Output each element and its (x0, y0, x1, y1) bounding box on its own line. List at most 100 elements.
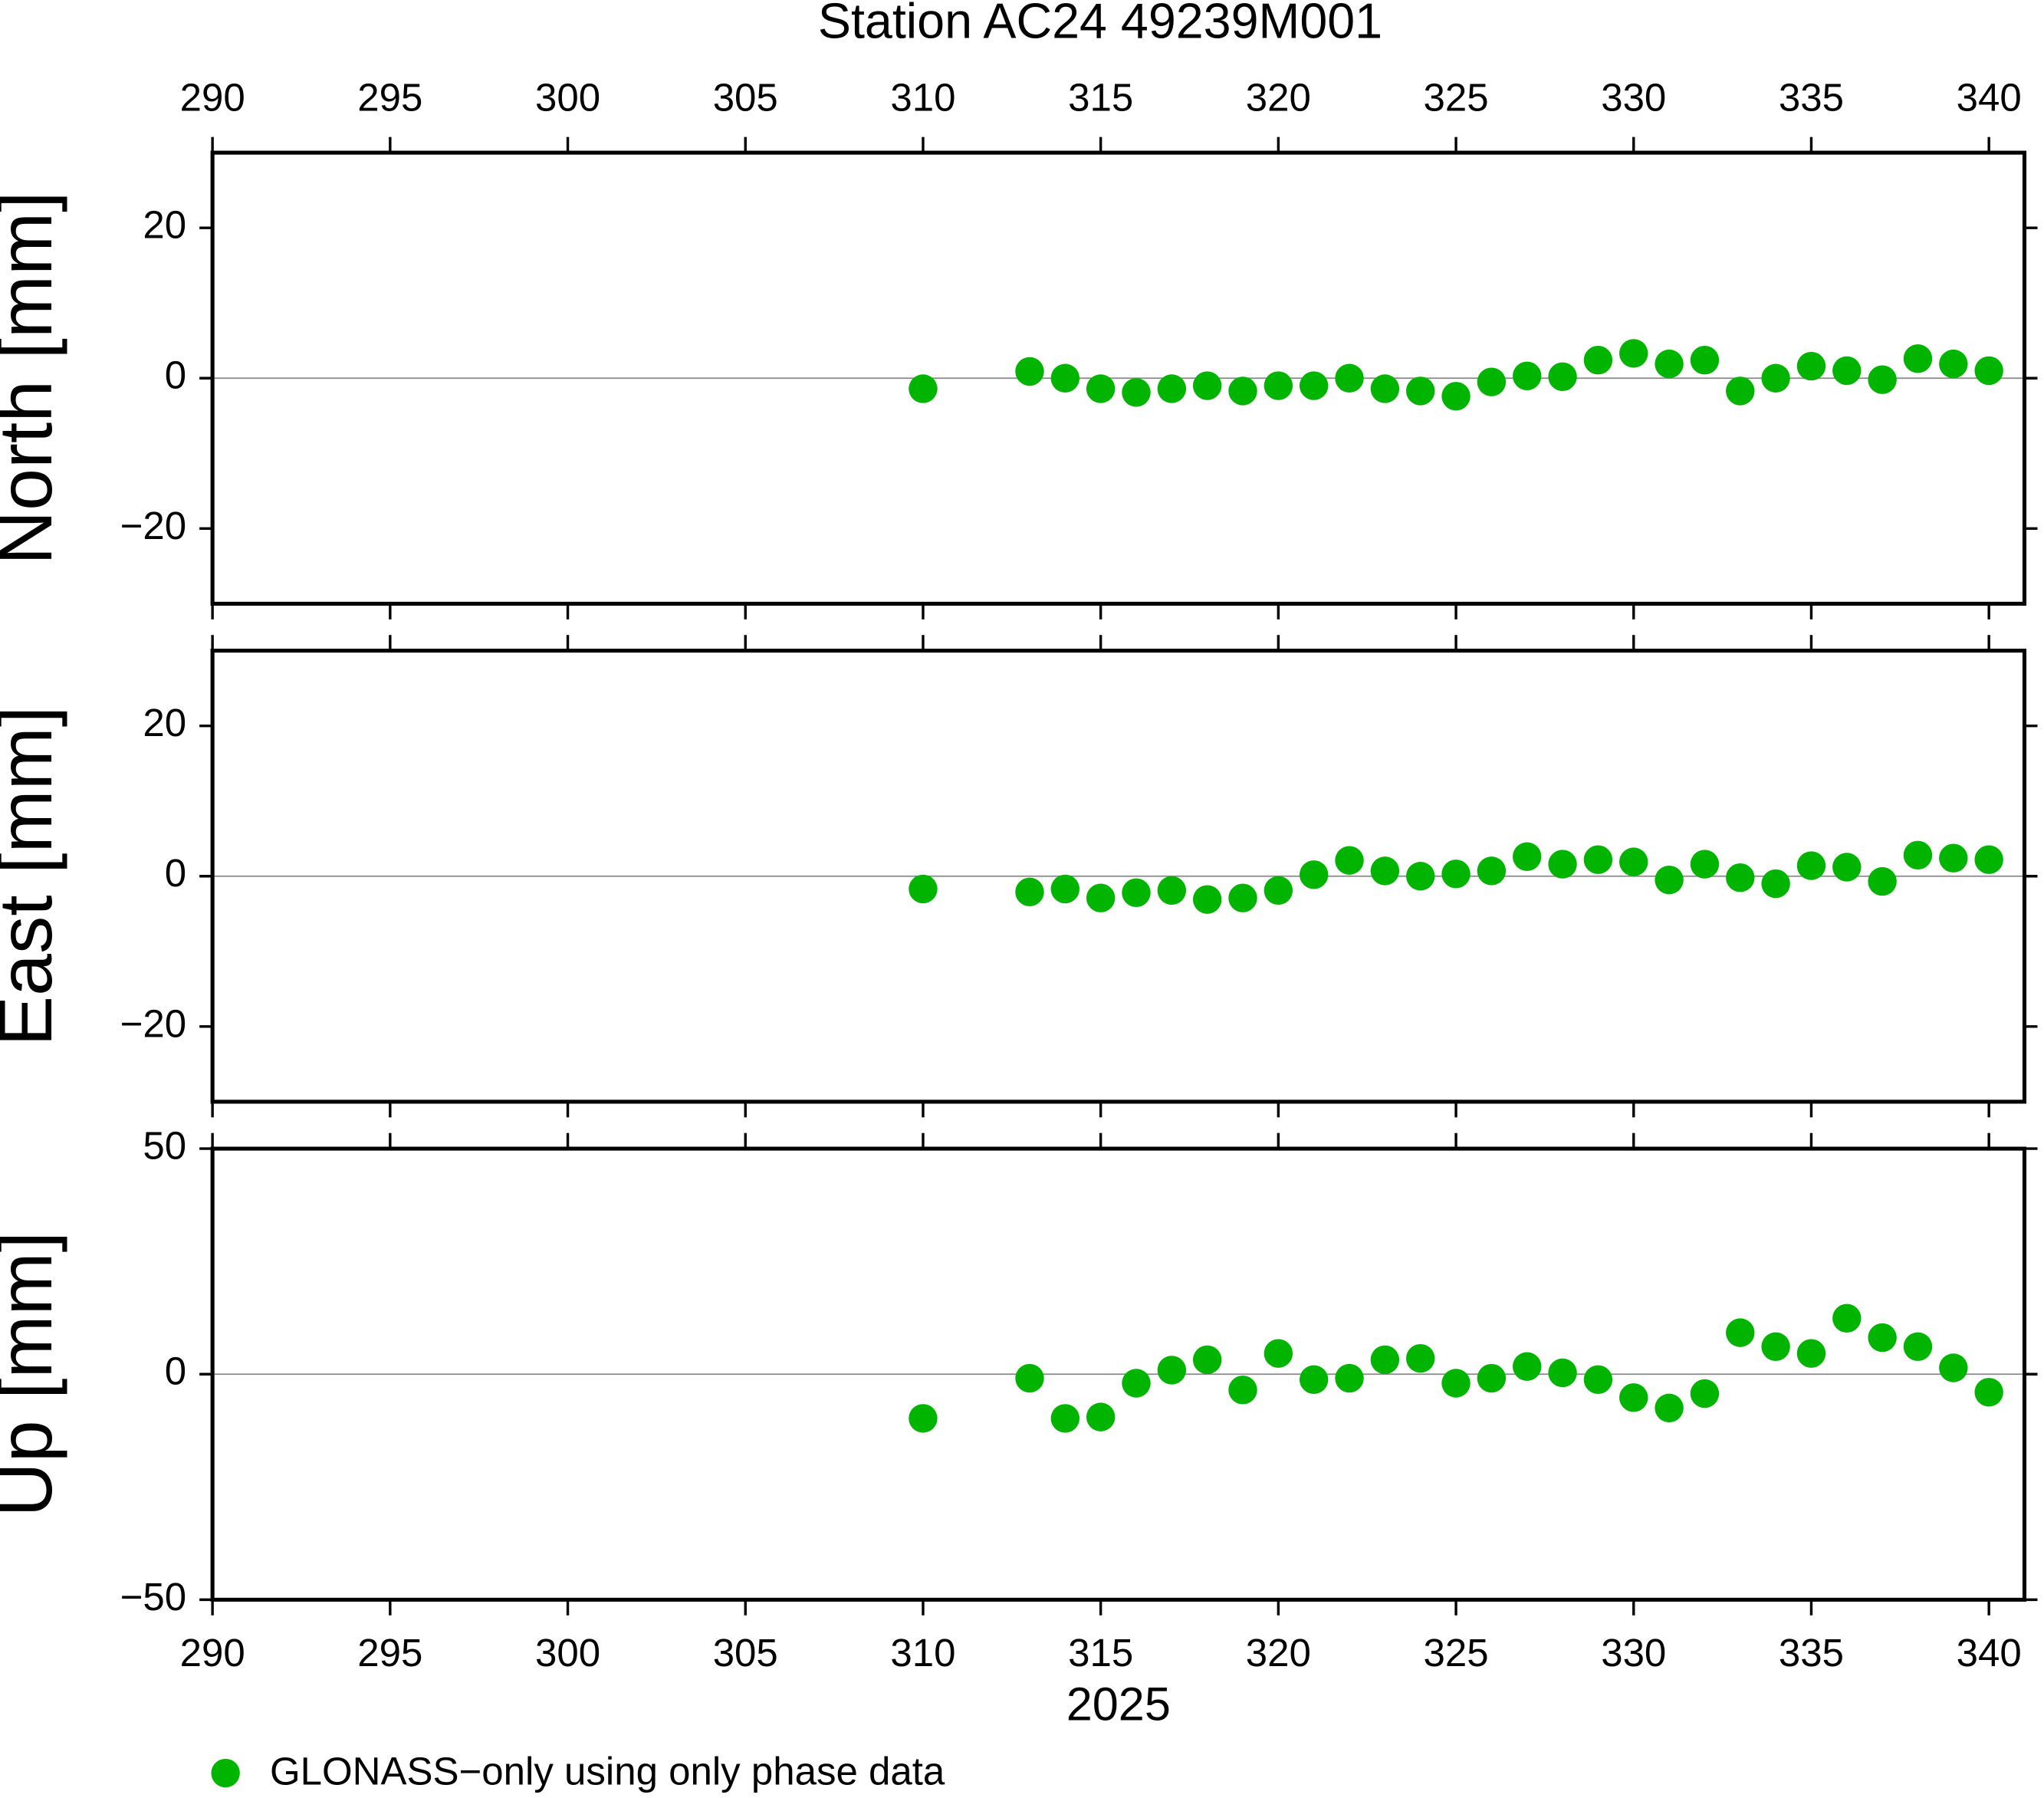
x-tick-label: 290 (180, 1631, 245, 1675)
x-tick-label: 320 (1246, 76, 1311, 120)
data-point (1796, 851, 1826, 880)
x-tick-label: 330 (1601, 1631, 1666, 1675)
y-axis-label: East [mm] (0, 706, 67, 1047)
y-axis-label: North [mm] (0, 191, 67, 565)
data-point (1086, 883, 1116, 912)
data-point (1264, 876, 1293, 906)
data-point (1335, 846, 1364, 875)
x-tick-label: 340 (1957, 76, 2022, 120)
x-tick-label: 305 (713, 76, 778, 120)
data-point (1796, 351, 1826, 381)
data-point (1690, 346, 1720, 375)
data-point (1761, 869, 1790, 899)
x-tick-label: 315 (1068, 76, 1133, 120)
data-point (909, 874, 938, 904)
data-point (1548, 1358, 1577, 1388)
data-point (1583, 346, 1613, 375)
data-point (909, 374, 938, 403)
x-tick-label: 300 (535, 1631, 600, 1675)
data-point (1939, 1353, 1968, 1382)
data-point (1406, 1343, 1435, 1373)
data-point (1513, 361, 1542, 391)
x-tick-label: 290 (180, 76, 245, 120)
data-point (1122, 378, 1151, 407)
data-point (1583, 845, 1613, 874)
data-point (1086, 1402, 1116, 1431)
x-tick-label: 325 (1424, 1631, 1489, 1675)
data-point (1868, 1323, 1897, 1353)
data-point (1548, 850, 1577, 879)
data-point (1122, 1369, 1151, 1398)
data-point (1726, 376, 1755, 406)
y-tick-label: 20 (143, 701, 186, 745)
data-point (1441, 1369, 1471, 1398)
data-point (1903, 1332, 1933, 1362)
data-point (1264, 371, 1293, 400)
data-point (1370, 1345, 1400, 1375)
y-tick-label: 50 (143, 1124, 186, 1168)
data-point (1015, 877, 1044, 907)
x-tick-label: 335 (1779, 1631, 1844, 1675)
data-point (1264, 1339, 1293, 1368)
data-point (1548, 362, 1577, 391)
data-point (1157, 374, 1187, 403)
data-point (1370, 374, 1400, 403)
data-point (1192, 885, 1222, 914)
data-point (1761, 1332, 1790, 1362)
data-point (1903, 840, 1933, 869)
data-point (1086, 374, 1116, 403)
data-point (1370, 856, 1400, 886)
data-point (1406, 376, 1435, 406)
data-point (1761, 363, 1790, 393)
data-point (1335, 1363, 1364, 1393)
data-point (1050, 363, 1080, 393)
data-point (1299, 1365, 1329, 1395)
data-point (1583, 1365, 1613, 1395)
data-point (1726, 863, 1755, 892)
x-tick-label: 315 (1068, 1631, 1133, 1675)
data-point (1441, 860, 1471, 889)
data-point (1192, 1345, 1222, 1375)
data-point (1868, 866, 1897, 896)
data-point (1513, 1352, 1542, 1381)
data-point (1655, 349, 1684, 379)
data-point (1655, 865, 1684, 895)
data-point (1832, 853, 1862, 882)
data-point (1513, 842, 1542, 871)
data-point (1192, 371, 1222, 400)
y-tick-label: 20 (143, 203, 186, 247)
data-point (1619, 339, 1648, 368)
data-point (1690, 850, 1720, 879)
data-point (1796, 1339, 1826, 1368)
data-point (1619, 847, 1648, 876)
data-point (1441, 382, 1471, 411)
data-point (1228, 376, 1257, 406)
plot-frame (210, 649, 2027, 1104)
x-tick-label: 295 (357, 76, 422, 120)
chart-title: Station AC24 49239M001 (818, 0, 1382, 49)
data-point (1299, 860, 1329, 889)
legend-marker (211, 1758, 240, 1788)
data-point (1157, 1356, 1187, 1385)
data-point (1655, 1393, 1684, 1423)
data-point (1939, 349, 1968, 379)
x-tick-label: 305 (713, 1631, 778, 1675)
x-tick-label: 335 (1779, 76, 1844, 120)
data-point (1974, 356, 2003, 386)
data-point (1477, 367, 1507, 396)
x-tick-label: 320 (1246, 1631, 1311, 1675)
data-point (1974, 845, 2003, 874)
y-tick-label: −50 (120, 1575, 187, 1619)
x-tick-label: 325 (1424, 76, 1489, 120)
y-tick-label: −20 (120, 1001, 187, 1045)
data-point (1050, 1404, 1080, 1433)
data-point (1619, 1383, 1648, 1412)
legend-label: GLONASS−only using only phase data (270, 1750, 945, 1793)
data-point (1406, 862, 1435, 891)
x-tick-label: 295 (357, 1631, 422, 1675)
data-point (909, 1404, 938, 1433)
data-point (1974, 1378, 2003, 1407)
data-point (1299, 371, 1329, 400)
data-point (1015, 357, 1044, 386)
